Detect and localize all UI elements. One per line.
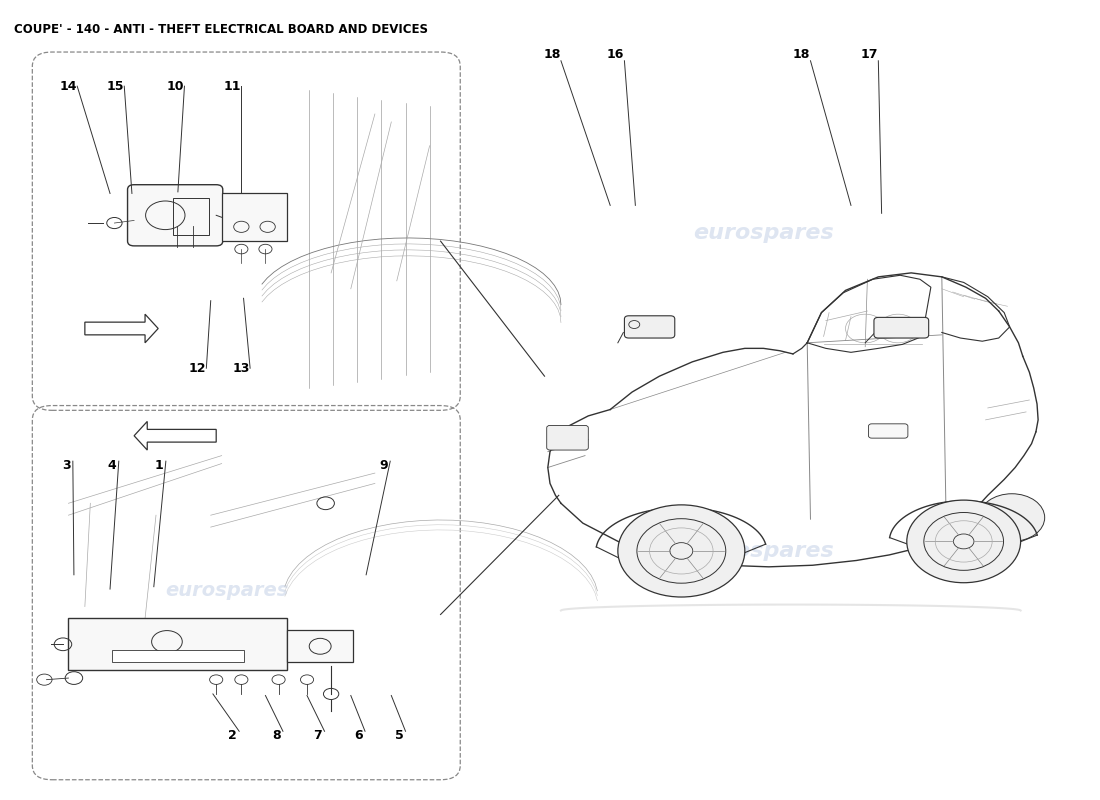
Text: 18: 18 bbox=[543, 48, 561, 61]
Bar bbox=[112, 650, 243, 662]
Text: 3: 3 bbox=[62, 458, 70, 472]
Text: 15: 15 bbox=[107, 80, 124, 93]
Text: 17: 17 bbox=[861, 48, 878, 61]
Bar bbox=[287, 630, 353, 662]
Text: 7: 7 bbox=[314, 729, 322, 742]
Text: 12: 12 bbox=[189, 362, 207, 374]
Text: eurospares: eurospares bbox=[693, 223, 834, 243]
Text: eurospares: eurospares bbox=[165, 581, 289, 600]
Text: 18: 18 bbox=[793, 48, 811, 61]
Text: 5: 5 bbox=[395, 729, 404, 742]
Text: 4: 4 bbox=[108, 458, 117, 472]
Text: eurospares: eurospares bbox=[165, 216, 289, 234]
Text: 8: 8 bbox=[272, 729, 280, 742]
Text: 10: 10 bbox=[167, 80, 185, 93]
Text: COUPE' - 140 - ANTI - THEFT ELECTRICAL BOARD AND DEVICES: COUPE' - 140 - ANTI - THEFT ELECTRICAL B… bbox=[13, 22, 428, 36]
FancyBboxPatch shape bbox=[547, 426, 589, 450]
Text: 14: 14 bbox=[59, 80, 77, 93]
Text: 9: 9 bbox=[379, 458, 388, 472]
Bar bbox=[68, 618, 287, 670]
Text: eurospares: eurospares bbox=[693, 541, 834, 561]
Bar bbox=[222, 194, 287, 241]
Circle shape bbox=[906, 500, 1021, 582]
Text: 16: 16 bbox=[607, 48, 625, 61]
Circle shape bbox=[979, 494, 1045, 542]
Text: 11: 11 bbox=[224, 80, 241, 93]
FancyBboxPatch shape bbox=[869, 424, 907, 438]
Text: 1: 1 bbox=[155, 458, 164, 472]
Text: 2: 2 bbox=[228, 729, 236, 742]
FancyBboxPatch shape bbox=[128, 185, 223, 246]
Circle shape bbox=[618, 505, 745, 597]
Text: 6: 6 bbox=[354, 729, 363, 742]
FancyBboxPatch shape bbox=[874, 318, 928, 338]
FancyBboxPatch shape bbox=[625, 316, 674, 338]
Text: 13: 13 bbox=[233, 362, 250, 374]
